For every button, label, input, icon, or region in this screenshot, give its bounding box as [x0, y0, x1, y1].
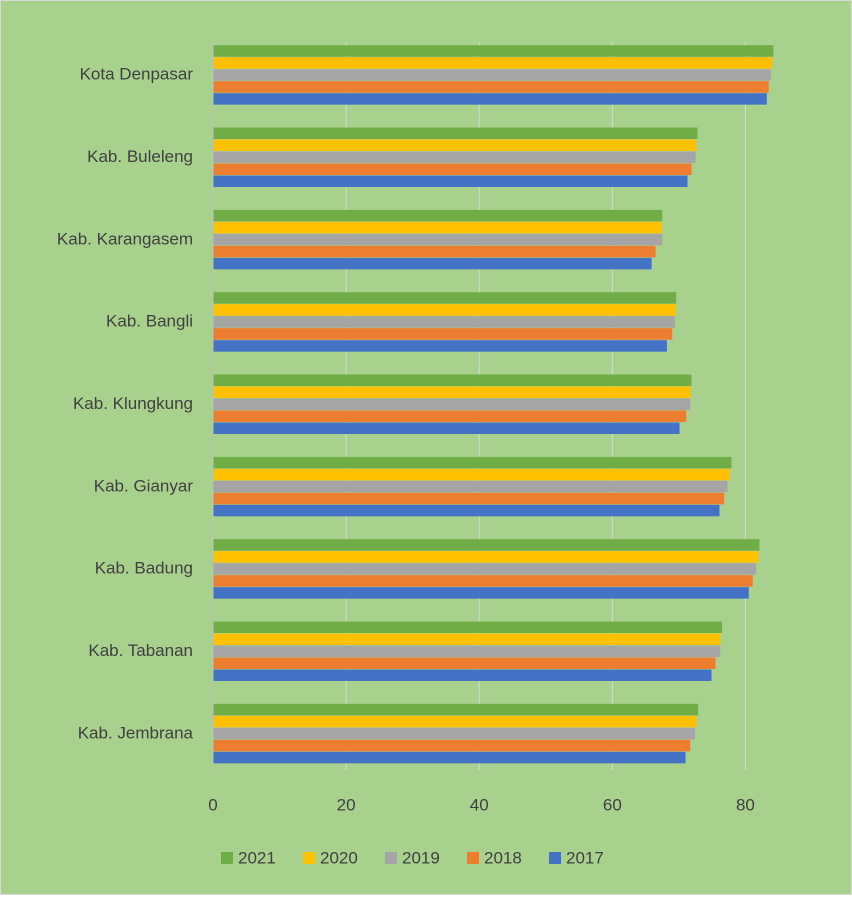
- bar: [213, 480, 728, 493]
- bar: [213, 751, 686, 764]
- y-tick-label: Kab. Jembrana: [78, 723, 194, 742]
- y-tick-label: Kab. Karangasem: [57, 229, 193, 248]
- bar: [213, 257, 652, 270]
- y-tick-label: Kab. Buleleng: [87, 147, 193, 166]
- legend-label: 2017: [566, 848, 604, 867]
- legend-swatch: [467, 852, 479, 864]
- y-tick-label: Kab. Klungkung: [73, 394, 193, 413]
- bar: [213, 304, 676, 316]
- bar: [213, 81, 769, 93]
- legend-swatch: [549, 852, 561, 864]
- bar: [213, 221, 662, 234]
- bar: [213, 422, 680, 434]
- bar: [213, 328, 673, 340]
- bar: [213, 633, 721, 645]
- y-tick-label: Kab. Gianyar: [94, 476, 194, 495]
- legend-swatch: [385, 852, 397, 864]
- bar: [213, 93, 767, 105]
- bar: [213, 316, 675, 328]
- y-tick-label: Kab. Tabanan: [88, 641, 193, 660]
- bar: [213, 715, 697, 728]
- y-tick-label: Kab. Badung: [95, 559, 193, 578]
- bar: [213, 127, 698, 139]
- y-tick-label: Kab. Bangli: [106, 312, 193, 331]
- bar: [213, 703, 699, 716]
- x-tick-label: 80: [736, 795, 755, 814]
- bar: [213, 563, 757, 575]
- legend-label: 2018: [484, 848, 522, 867]
- x-tick-label: 0: [208, 795, 217, 814]
- bar: [213, 175, 688, 187]
- bar: [213, 456, 732, 469]
- legend-swatch: [221, 852, 233, 864]
- bar: [213, 575, 753, 587]
- bar: [213, 539, 760, 551]
- bar: [213, 209, 663, 222]
- bar: [213, 645, 721, 657]
- x-tick-label: 40: [470, 795, 489, 814]
- bar: [213, 669, 712, 681]
- bar: [213, 587, 749, 599]
- bar: [213, 386, 691, 398]
- bar: [213, 657, 716, 669]
- bar: [213, 245, 656, 258]
- bar: [213, 621, 723, 633]
- bar: [213, 45, 774, 57]
- legend-label: 2021: [238, 848, 276, 867]
- bar: [213, 139, 697, 151]
- bar: [213, 374, 692, 386]
- bar: [213, 410, 687, 422]
- bar: [213, 57, 773, 69]
- bar: [213, 551, 759, 563]
- x-tick-label: 20: [337, 795, 356, 814]
- y-tick-label: Kota Denpasar: [80, 65, 194, 84]
- legend-swatch: [303, 852, 315, 864]
- bar: [213, 151, 696, 163]
- bar: [213, 69, 771, 81]
- bar: [213, 292, 677, 304]
- bar: [213, 340, 667, 352]
- legend-label: 2019: [402, 848, 440, 867]
- bar: [213, 233, 663, 246]
- legend-label: 2020: [320, 848, 358, 867]
- bar: [213, 163, 692, 175]
- x-tick-label: 60: [603, 795, 622, 814]
- bar: [213, 739, 691, 752]
- bar: [213, 398, 691, 410]
- bar: [213, 504, 720, 517]
- bar: [213, 727, 695, 740]
- bar: [213, 492, 725, 505]
- bar: [213, 468, 730, 481]
